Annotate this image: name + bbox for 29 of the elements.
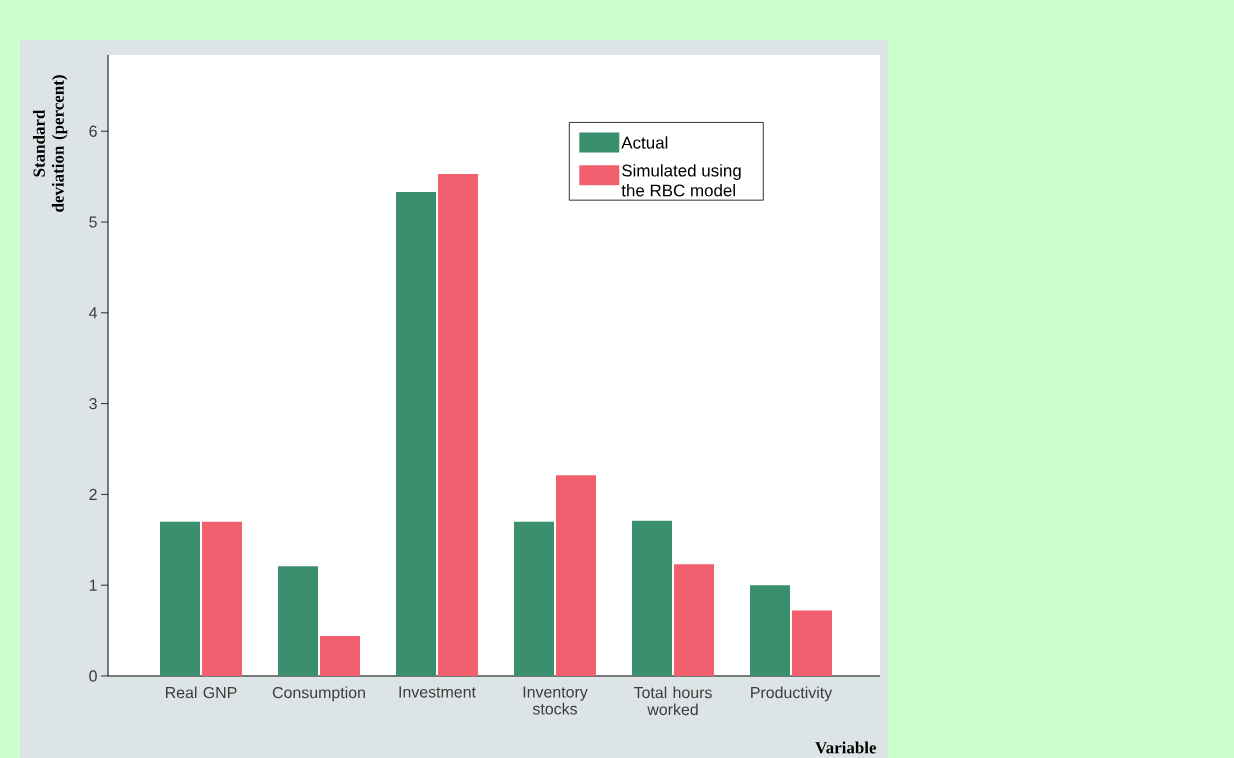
x-tick-label: Consumption: [272, 686, 365, 702]
x-tick-label: Total hours worked: [633, 686, 712, 716]
legend-label: Actual: [621, 136, 668, 149]
x-axis-title: Variable: [815, 741, 877, 754]
bar: [278, 566, 319, 676]
x-tick-label: Real GNP: [166, 686, 237, 699]
bar: [514, 521, 555, 676]
bar: [396, 192, 437, 676]
y-tick-label: 1: [89, 579, 97, 591]
bar: [674, 564, 714, 676]
legend-label: Simulated using the RBC model: [621, 164, 741, 197]
y-tick-label: 2: [89, 488, 97, 500]
y-tick-label: 4: [88, 307, 98, 319]
y-tick-label: 3: [89, 397, 97, 410]
x-tick-label: Inventory stocks: [523, 686, 588, 715]
y-axis-title: Standard deviation (percent): [32, 75, 68, 212]
bar: [632, 520, 673, 676]
x-tick-label: Productivity: [751, 686, 833, 702]
bar: [556, 475, 597, 676]
bar: [438, 173, 479, 676]
y-tick-label: 5: [89, 216, 97, 228]
bar: [792, 610, 833, 676]
bar: [160, 521, 201, 676]
bar: [750, 585, 791, 676]
y-tick-label: 0: [89, 670, 97, 682]
bar: [202, 521, 243, 676]
y-tick-label: 6: [89, 125, 97, 137]
x-tick-label: Investment: [399, 686, 476, 698]
bar: [320, 636, 361, 676]
